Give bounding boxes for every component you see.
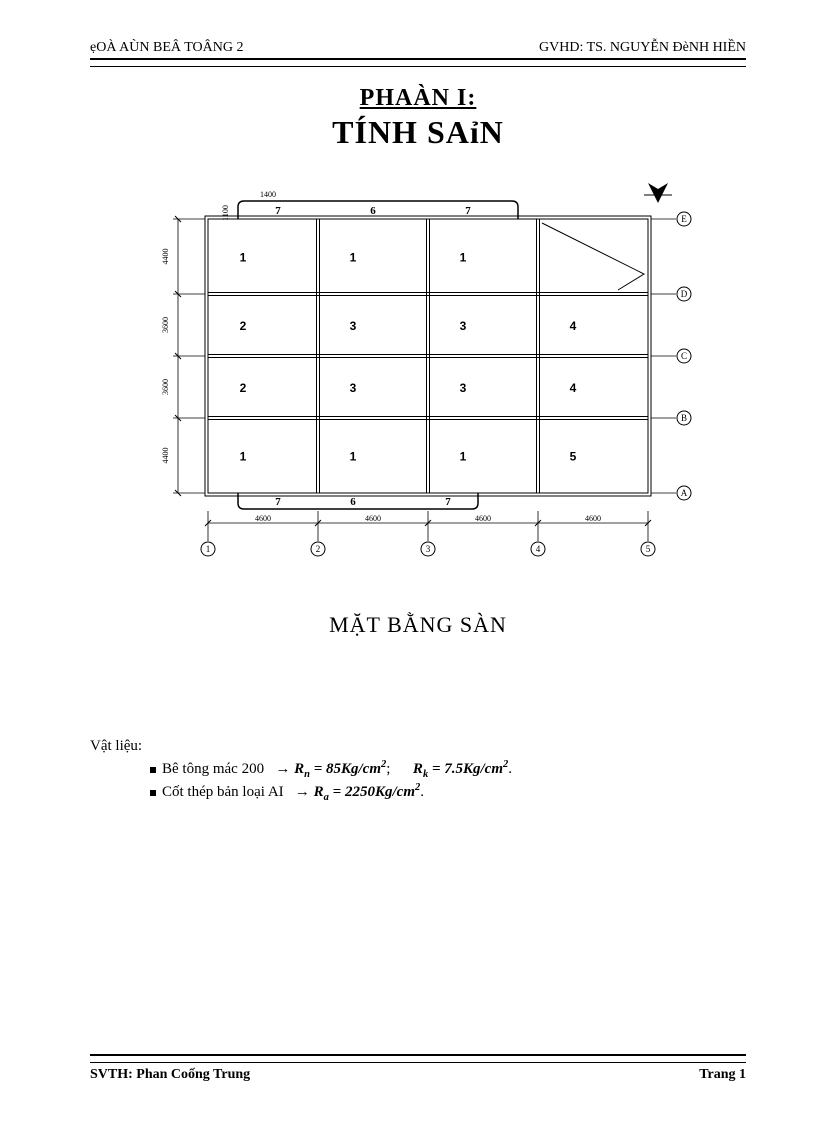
- footer-left: SVTH: Phan Coống Trung: [90, 1067, 250, 1083]
- svg-text:A: A: [681, 488, 688, 498]
- svg-text:1100: 1100: [221, 205, 230, 221]
- svg-text:4: 4: [570, 319, 577, 333]
- svg-text:6: 6: [370, 205, 376, 217]
- header-right: GVHD: TS. NGUYỄN ĐèNH HIỀN: [539, 40, 746, 56]
- svg-text:4400: 4400: [161, 448, 170, 464]
- materials-list: Bê tông mác 200 → Rn = 85Kg/cm2; Rk = 7.…: [90, 759, 746, 803]
- svg-text:1: 1: [460, 251, 467, 265]
- materials-item: Cốt thép bản loại AI → Ra = 2250Kg/cm2.: [150, 782, 746, 803]
- svg-text:7: 7: [465, 205, 471, 217]
- svg-text:1: 1: [206, 544, 211, 554]
- svg-text:4600: 4600: [585, 514, 601, 523]
- svg-text:3: 3: [350, 381, 357, 395]
- svg-text:4600: 4600: [365, 514, 381, 523]
- diagram-caption: MẶT BẰNG SÀN: [90, 612, 746, 638]
- svg-text:1: 1: [240, 450, 247, 464]
- svg-text:7: 7: [275, 205, 281, 217]
- svg-text:2: 2: [240, 319, 247, 333]
- svg-text:3: 3: [460, 319, 467, 333]
- section-title: TÍNH SAỉN: [90, 114, 746, 151]
- materials-item: Bê tông mác 200 → Rn = 85Kg/cm2; Rk = 7.…: [150, 759, 746, 780]
- svg-text:5: 5: [646, 544, 651, 554]
- svg-text:2: 2: [316, 544, 321, 554]
- svg-text:2: 2: [240, 381, 247, 395]
- svg-text:1: 1: [240, 251, 247, 265]
- svg-text:4: 4: [536, 544, 541, 554]
- svg-text:B: B: [681, 413, 687, 423]
- svg-text:3600: 3600: [161, 317, 170, 333]
- svg-text:3: 3: [460, 381, 467, 395]
- svg-text:3600: 3600: [161, 379, 170, 395]
- svg-text:1: 1: [460, 450, 467, 464]
- svg-text:5: 5: [570, 450, 577, 464]
- svg-text:4600: 4600: [255, 514, 271, 523]
- svg-text:1: 1: [350, 251, 357, 265]
- svg-text:C: C: [681, 351, 687, 361]
- svg-text:1400: 1400: [260, 190, 276, 199]
- footer-rule: [90, 1054, 746, 1063]
- svg-text:D: D: [681, 289, 688, 299]
- svg-text:7: 7: [445, 496, 451, 508]
- svg-text:1: 1: [350, 450, 357, 464]
- header-left: ẹOÀ AÙN BEÂ TOÂNG 2: [90, 40, 243, 56]
- svg-text:6: 6: [350, 496, 356, 508]
- svg-text:3: 3: [350, 319, 357, 333]
- svg-text:4: 4: [570, 381, 577, 395]
- svg-text:4400: 4400: [161, 249, 170, 265]
- svg-text:4600: 4600: [475, 514, 491, 523]
- floor-plan-diagram: 1 1 1 2 3 3 4 2 3 3 4 1 1 1 5 7 6 7 1400 1100 7 6 7 E D C B A 4400 36…: [138, 169, 698, 599]
- svg-text:7: 7: [275, 496, 281, 508]
- svg-text:3: 3: [426, 544, 431, 554]
- svg-text:E: E: [681, 214, 687, 224]
- footer-right: Trang 1: [699, 1067, 746, 1083]
- header-rule: [90, 58, 746, 67]
- section-number: PHAÀN I:: [90, 85, 746, 112]
- materials-heading: Vật liệu:: [90, 738, 746, 755]
